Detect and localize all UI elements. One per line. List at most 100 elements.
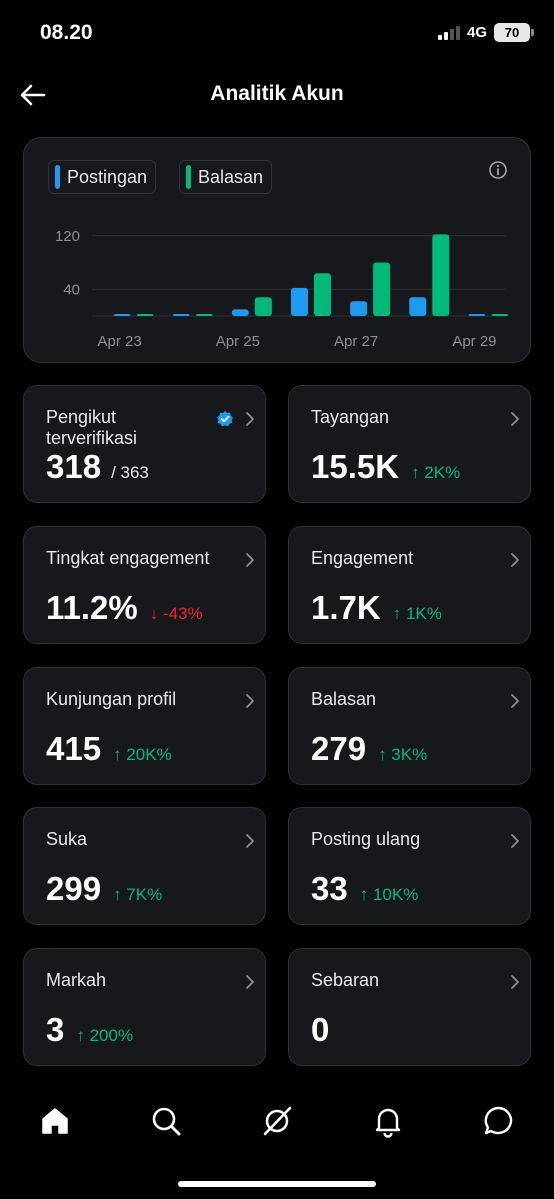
bar-postingan-4 <box>350 301 368 316</box>
stat-value: 11.2% <box>46 589 138 626</box>
stat-label: Balasan <box>311 689 377 709</box>
bar-postingan-0 <box>113 314 131 316</box>
y-tick-label: 120 <box>55 228 80 245</box>
stat-label: Markah <box>46 970 107 990</box>
chevron-right-icon <box>511 694 519 708</box>
stat-value-row: 279 ↑ 3K% <box>311 730 427 768</box>
stat-delta: ↑ 20K% <box>113 745 172 764</box>
tab-grok[interactable] <box>260 1104 294 1138</box>
stat-value-row: 15.5K ↑ 2K% <box>311 448 460 486</box>
stat-value: 415 <box>46 730 102 767</box>
stat-value-row: 0 <box>311 1011 329 1049</box>
chevron-right-icon <box>246 412 254 426</box>
stat-label: Posting ulang <box>311 829 421 849</box>
bar-balasan-3 <box>314 273 331 316</box>
stat-label: Tingkat engagement <box>46 548 210 568</box>
stat-label: Pengikut terverifikasi <box>46 407 138 448</box>
chevron-right-icon <box>246 975 254 989</box>
signal-icon <box>438 26 462 40</box>
stat-card-pengikut-terverifikasi[interactable]: Pengikut terverifikasi 318 / 363 <box>23 385 266 503</box>
bar-balasan-6 <box>491 314 509 316</box>
stat-total: / 363 <box>111 463 149 482</box>
stat-value-row: 11.2% ↓ -43% <box>46 589 203 627</box>
chevron-right-icon <box>246 834 254 848</box>
chevron-right-icon <box>246 694 254 708</box>
tab-home[interactable] <box>38 1104 72 1138</box>
stat-value: 3 <box>46 1011 65 1048</box>
x-tick-label: Apr 23 <box>97 333 141 350</box>
header: Analitik Akun <box>0 70 554 120</box>
legend-swatch-postingan <box>55 165 60 189</box>
stat-label: Tayangan <box>311 407 390 427</box>
chart-card: Postingan Balasan 120 40 Apr 23 Apr 25 Apr 2… <box>23 137 531 363</box>
bar-balasan-5 <box>432 234 450 316</box>
tab-messages[interactable] <box>482 1104 516 1138</box>
network-type: 4G <box>467 24 488 41</box>
stat-value: 1.7K <box>311 589 381 626</box>
stat-delta: ↓ -43% <box>149 604 203 623</box>
stat-value: 15.5K <box>311 448 400 485</box>
bar-balasan-2 <box>254 297 272 316</box>
chevron-right-icon <box>511 975 519 989</box>
legend-label-postingan: Postingan <box>67 166 148 187</box>
status-bar: 08.20 4G 70 <box>0 0 554 62</box>
chevron-right-icon <box>511 834 519 848</box>
stat-delta: ↑ 7K% <box>113 885 163 904</box>
x-tick-label: Apr 25 <box>216 333 260 350</box>
stat-card-markah[interactable]: Markah 3 ↑ 200% <box>23 948 266 1066</box>
chevron-right-icon <box>511 412 519 426</box>
stat-value: 33 <box>311 870 348 907</box>
arrow-left-icon <box>20 84 46 106</box>
stat-label: Engagement <box>311 548 414 568</box>
stat-card-tingkat-engagement[interactable]: Tingkat engagement 11.2% ↓ -43% <box>23 526 266 644</box>
verified-badge-icon <box>217 411 233 427</box>
bar-postingan-6 <box>468 314 486 316</box>
legend-postingan[interactable]: Postingan <box>48 160 157 194</box>
stat-value-row: 33 ↑ 10K% <box>311 870 418 908</box>
stat-card-suka[interactable]: Suka 299 ↑ 7K% <box>23 807 266 925</box>
bar-postingan-5 <box>409 297 427 316</box>
bar-balasan-0 <box>136 314 154 316</box>
stat-card-posting-ulang[interactable]: Posting ulang 33 ↑ 10K% <box>288 807 531 925</box>
stat-card-balasan[interactable]: Balasan 279 ↑ 3K% <box>288 667 531 785</box>
stat-value-row: 299 ↑ 7K% <box>46 870 162 908</box>
bar-chart: 120 40 Apr 23 Apr 25 Apr 27 Apr 29 <box>55 228 509 350</box>
legend-balasan[interactable]: Balasan <box>179 160 273 194</box>
stat-value: 279 <box>311 730 367 767</box>
stat-value-row: 3 ↑ 200% <box>46 1011 133 1049</box>
stat-value-row: 318 / 363 <box>46 448 149 486</box>
stat-value-row: 415 ↑ 20K% <box>46 730 172 768</box>
battery-icon: 70 <box>494 23 534 42</box>
chevron-right-icon <box>511 553 519 567</box>
stat-delta: ↑ 2K% <box>411 463 461 482</box>
stat-label: Sebaran <box>311 970 380 990</box>
stat-value: 299 <box>46 870 102 907</box>
stat-value: 318 <box>46 448 102 485</box>
chevron-right-icon <box>246 553 254 567</box>
page-title: Analitik Akun <box>210 82 344 105</box>
grok-icon <box>263 1106 292 1136</box>
stat-card-kunjungan-profil[interactable]: Kunjungan profil 415 ↑ 20K% <box>23 667 266 785</box>
home-icon <box>42 1108 68 1134</box>
stat-delta: ↑ 3K% <box>378 745 428 764</box>
info-icon[interactable] <box>488 160 508 180</box>
stat-card-engagement[interactable]: Engagement 1.7K ↑ 1K% <box>288 526 531 644</box>
back-button[interactable] <box>18 81 48 109</box>
messages-icon <box>484 1106 513 1135</box>
stat-value-row: 1.7K ↑ 1K% <box>311 589 442 627</box>
stat-delta: ↑ 1K% <box>392 604 442 623</box>
stat-delta: ↑ 200% <box>76 1026 134 1045</box>
stat-card-tayangan[interactable]: Tayangan 15.5K ↑ 2K% <box>288 385 531 503</box>
legend-swatch-balasan <box>186 165 191 189</box>
bar-postingan-2 <box>231 309 249 316</box>
home-indicator <box>178 1181 376 1187</box>
status-time: 08.20 <box>40 21 93 44</box>
tab-notifications[interactable] <box>371 1104 405 1138</box>
stat-card-sebaran[interactable]: Sebaran 0 <box>288 948 531 1066</box>
bar-balasan-4 <box>373 262 391 316</box>
stat-label: Suka <box>46 829 88 849</box>
bar-postingan-3 <box>291 287 308 316</box>
tab-search[interactable] <box>149 1104 183 1138</box>
x-tick-label: Apr 27 <box>334 333 378 350</box>
tab-bar <box>0 1090 554 1150</box>
